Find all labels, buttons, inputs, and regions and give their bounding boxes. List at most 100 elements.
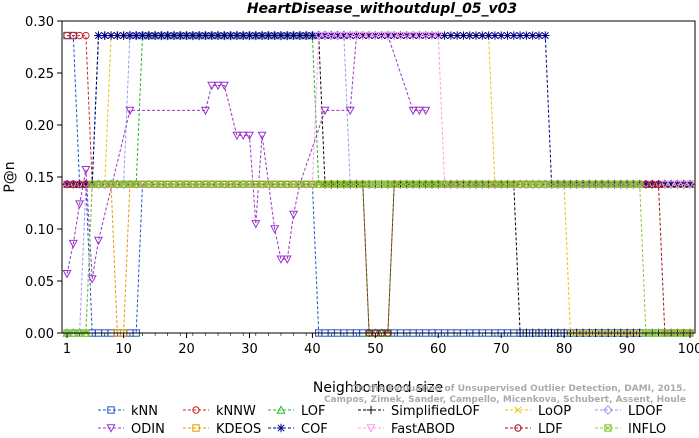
legend-label: INFLO	[628, 422, 666, 434]
legend-marker	[366, 424, 376, 433]
data-point-cof	[314, 31, 323, 40]
data-point-cof	[358, 31, 367, 40]
data-point-cof	[106, 31, 116, 40]
chart-title: HeartDisease_withoutdupl_05_v03	[247, 1, 517, 17]
data-point-fastabod	[414, 31, 424, 41]
data-point-cof	[81, 180, 91, 189]
x-tick-label: 1	[63, 342, 71, 357]
legend-item-kdeos: KDEOS	[183, 422, 261, 437]
legend-label: KDEOS	[216, 422, 261, 434]
data-point-fastabod	[433, 31, 443, 41]
data-point-odin	[219, 81, 229, 91]
data-point-odin	[345, 106, 355, 116]
series-ldf	[63, 180, 694, 337]
data-point-cof	[201, 31, 210, 40]
data-point-odin	[282, 255, 292, 264]
data-point-cof	[138, 31, 147, 40]
legend-label: LOF	[301, 404, 326, 419]
data-point-cof	[534, 31, 544, 40]
data-point-cof	[522, 31, 531, 40]
watermark-line-1: On the Evaluation of Unsupervised Outlie…	[351, 384, 686, 394]
data-point-cof	[339, 31, 349, 40]
series-line-inflo	[67, 183, 690, 334]
data-point-cof	[295, 31, 305, 40]
data-point-odin	[289, 210, 299, 220]
legend-marker	[604, 424, 612, 432]
data-point-cof	[113, 31, 122, 40]
data-point-knnw	[82, 31, 90, 40]
legend-item-fastabod: FastABOD	[358, 422, 455, 437]
data-point-cof	[276, 31, 286, 40]
data-point-fastabod	[383, 31, 393, 41]
legend-item-inflo: INFLO	[595, 422, 666, 437]
data-point-fastabod	[320, 31, 330, 41]
x-tick-label: 20	[178, 342, 195, 357]
data-point-cof	[471, 31, 481, 40]
data-point-cof	[446, 31, 456, 40]
legend-marker	[107, 406, 115, 414]
data-point-odin	[125, 106, 135, 116]
x-tick-label: 80	[556, 342, 573, 357]
series-inflo	[63, 180, 694, 337]
legend-item-simplifiedlof: SimplifiedLOF	[358, 404, 480, 419]
data-point-cof	[503, 31, 512, 40]
legend: kNN ODIN kNNW KDEOS LOF COF SimplifiedLOF FastA…	[98, 404, 666, 437]
y-tick-label: 0.05	[25, 275, 54, 290]
legend-marker	[192, 424, 200, 432]
data-point-odin	[87, 275, 97, 284]
data-point-cof	[440, 31, 449, 40]
data-point-cof	[415, 31, 424, 40]
legend-item-odin: ODIN	[98, 422, 165, 437]
data-point-cof	[484, 31, 493, 40]
data-point-odin	[408, 106, 418, 116]
legend-item-loop: LoOP	[505, 404, 571, 419]
y-tick-label: 0.25	[25, 67, 54, 82]
x-tick-label: 10	[115, 342, 132, 357]
data-point-cof	[251, 31, 260, 40]
legend-label: COF	[301, 422, 328, 434]
legend-label: LDOF	[628, 404, 663, 419]
data-point-cof	[528, 31, 537, 40]
data-point-odin	[62, 270, 72, 279]
legend-item-ldof: LDOF	[595, 404, 663, 419]
series-kdeos	[63, 180, 694, 337]
legend-label: ODIN	[131, 422, 165, 434]
y-tick-label: 0.15	[25, 171, 54, 186]
y-tick-label: 0.20	[25, 119, 54, 134]
data-point-cof	[270, 31, 279, 40]
data-point-fastabod	[427, 31, 437, 41]
legend-marker	[106, 424, 116, 433]
x-tick-label: 70	[493, 342, 510, 357]
y-tick-label: 0.10	[25, 223, 54, 238]
data-point-odin	[81, 166, 91, 175]
data-point-odin	[257, 131, 267, 141]
legend-marker	[276, 405, 286, 414]
watermark-line-2: Campos, Zimek, Sander, Campello, Micenko…	[324, 395, 686, 405]
data-point-cof	[157, 31, 166, 40]
data-point-cof	[207, 31, 216, 40]
data-point-odin	[200, 106, 210, 116]
data-point-cof	[226, 31, 235, 40]
data-point-cof	[100, 31, 109, 40]
data-point-fastabod	[364, 31, 374, 41]
legend-marker	[192, 406, 200, 414]
legend-marker	[276, 423, 286, 433]
data-point-cof	[220, 31, 229, 40]
data-point-fastabod	[666, 180, 676, 190]
x-axis-label: Neighborhood size	[313, 380, 443, 396]
data-point-cof	[239, 31, 248, 40]
legend-marker	[603, 405, 613, 415]
data-point-cof	[245, 31, 254, 40]
legend-item-lof: LOF	[268, 404, 326, 419]
data-point-inflo	[635, 180, 644, 188]
legend-item-ldf: LDF	[505, 422, 563, 437]
data-point-cof	[408, 31, 418, 40]
series-odin	[62, 31, 431, 284]
data-point-odin	[414, 106, 424, 116]
legend-marker	[514, 406, 522, 414]
data-point-fastabod	[389, 31, 399, 41]
legend-marker	[514, 424, 522, 432]
data-point-fastabod	[339, 31, 349, 41]
series-line-cof	[67, 35, 690, 185]
